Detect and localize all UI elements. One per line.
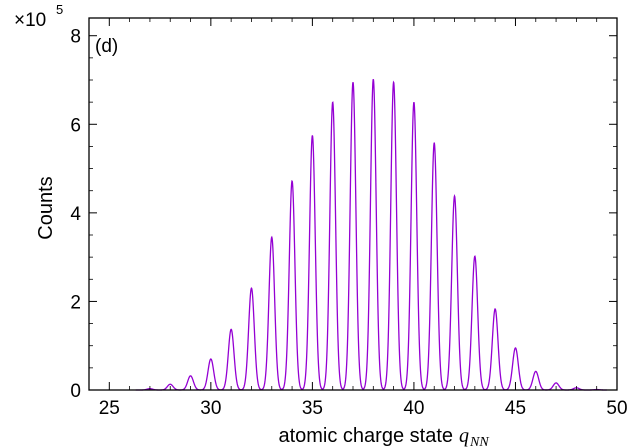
y-tick-label: 4 bbox=[70, 204, 81, 225]
y-tick-label: 6 bbox=[70, 115, 81, 136]
y-tick-label: 0 bbox=[70, 381, 81, 402]
x-axis-label-group: atomic charge state q NN bbox=[278, 425, 489, 448]
x-tick-label: 45 bbox=[505, 398, 526, 419]
x-axis-label: atomic charge state bbox=[278, 425, 453, 447]
y-tick-label: 8 bbox=[70, 27, 81, 48]
x-tick-label: 30 bbox=[200, 398, 221, 419]
y-multiplier-label: ×10 bbox=[14, 10, 46, 31]
y-tick-label: 2 bbox=[70, 292, 81, 313]
x-tick-label: 25 bbox=[99, 398, 120, 419]
x-axis-variable: q bbox=[459, 425, 469, 447]
panel-label: (d) bbox=[95, 36, 118, 57]
y-multiplier-exponent: 5 bbox=[56, 2, 63, 17]
x-axis-subscript: NN bbox=[469, 435, 489, 448]
plot-frame bbox=[88, 17, 618, 391]
x-tick-label: 40 bbox=[403, 398, 424, 419]
x-tick-label: 50 bbox=[606, 398, 627, 419]
x-tick-label: 35 bbox=[302, 398, 323, 419]
tick-layer: 25 30 35 40 45 50 0 2 4 6 8 bbox=[70, 18, 628, 419]
y-axis-label: Counts bbox=[35, 176, 57, 239]
